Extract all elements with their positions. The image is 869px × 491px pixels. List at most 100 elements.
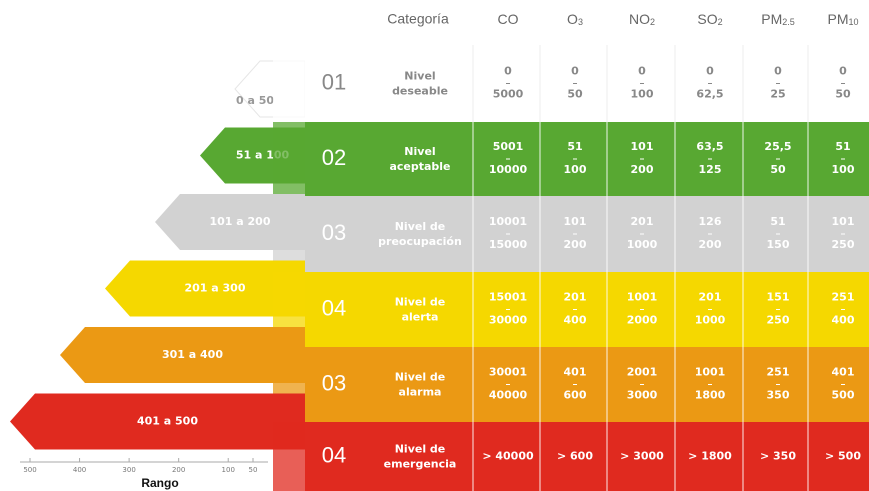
cell-min: 51 xyxy=(835,140,850,153)
row-band xyxy=(305,122,869,196)
row-band xyxy=(305,347,869,422)
cell-value: > 350 xyxy=(760,450,796,463)
cell-value: > 3000 xyxy=(620,450,664,463)
cell-min: 63,5 xyxy=(696,140,723,153)
cell-value: > 40000 xyxy=(482,450,534,463)
cell-max: 1800 xyxy=(695,389,726,402)
level-label: emergencia xyxy=(384,458,457,471)
header-main: CO xyxy=(498,11,519,27)
cell-max: 40000 xyxy=(489,389,528,402)
cell-min: 401 xyxy=(564,366,587,379)
cell-max: 15000 xyxy=(489,238,528,251)
level-label: Nivel de xyxy=(395,371,446,384)
cell-max: 100 xyxy=(832,163,855,176)
cell-min: 0 xyxy=(706,65,714,78)
axis-title: Rango xyxy=(141,476,178,490)
level-label: alerta xyxy=(402,311,439,324)
cell-max: 350 xyxy=(767,389,790,402)
cell-max: 10000 xyxy=(489,163,528,176)
cell-max: 150 xyxy=(767,238,790,251)
cell-max: 125 xyxy=(699,163,722,176)
cell-min: 201 xyxy=(631,215,654,228)
header-main: SO xyxy=(697,11,717,27)
cell-min: 51 xyxy=(567,140,582,153)
cell-min: 401 xyxy=(832,366,855,379)
level-number: 04 xyxy=(322,295,346,320)
tick-label: 100 xyxy=(222,466,235,474)
header-sub: 2 xyxy=(650,17,655,27)
row-band xyxy=(305,196,869,272)
header-main: PM xyxy=(761,11,782,27)
cell-min: 51 xyxy=(770,215,785,228)
level-label: aceptable xyxy=(389,160,450,173)
tick-label: 50 xyxy=(249,466,258,474)
range-label: 301 a 400 xyxy=(162,348,223,361)
cell-max: 62,5 xyxy=(696,88,723,101)
cell-value: > 600 xyxy=(557,450,593,463)
tick-label: 400 xyxy=(73,466,86,474)
cell-min: 2001 xyxy=(627,366,658,379)
level-number: 03 xyxy=(322,370,346,395)
cell-max: 200 xyxy=(699,238,722,251)
row-fold xyxy=(273,122,305,196)
cell-max: 1000 xyxy=(627,238,658,251)
cell-max: 50 xyxy=(835,88,851,101)
cell-max: 250 xyxy=(767,314,790,327)
cell-min: 126 xyxy=(699,215,722,228)
level-label: Nivel de xyxy=(395,443,446,456)
level-label: preocupación xyxy=(378,235,462,248)
cell-min: 101 xyxy=(832,215,855,228)
header-column: O3 xyxy=(567,11,583,28)
cell-min: 201 xyxy=(699,291,722,304)
level-label: Nivel de xyxy=(395,220,446,233)
level-label: Nivel xyxy=(404,70,435,83)
cell-min: 0 xyxy=(638,65,646,78)
header-main: PM xyxy=(827,11,848,27)
row-band xyxy=(305,272,869,347)
header-main: NO xyxy=(629,11,650,27)
header-column: PM2.5 xyxy=(761,11,795,28)
level-label: deseable xyxy=(392,85,448,98)
cell-max: 2000 xyxy=(627,314,658,327)
header-column: NO2 xyxy=(629,11,655,28)
range-tab xyxy=(155,194,305,250)
cell-min: 201 xyxy=(564,291,587,304)
cell-min: 25,5 xyxy=(764,140,791,153)
cell-max: 3000 xyxy=(627,389,658,402)
header-sub: 2 xyxy=(718,17,723,27)
cell-min: 251 xyxy=(767,366,790,379)
cell-max: 5000 xyxy=(493,88,524,101)
header-column: SO2 xyxy=(697,11,722,28)
cell-max: 400 xyxy=(564,314,587,327)
cell-min: 1001 xyxy=(627,291,658,304)
level-label: alarma xyxy=(399,386,442,399)
cell-max: 1000 xyxy=(695,314,726,327)
row-fold xyxy=(273,45,305,122)
header-sub: 10 xyxy=(848,17,858,27)
cell-min: 0 xyxy=(839,65,847,78)
cell-min: 5001 xyxy=(493,140,524,153)
tick-label: 300 xyxy=(122,466,135,474)
cell-max: 250 xyxy=(832,238,855,251)
tick-label: 200 xyxy=(172,466,185,474)
row-fold xyxy=(273,422,305,491)
cell-min: 251 xyxy=(832,291,855,304)
header-column: PM10 xyxy=(827,11,858,28)
range-label: 401 a 500 xyxy=(137,415,198,428)
cell-min: 0 xyxy=(504,65,512,78)
cell-max: 30000 xyxy=(489,314,528,327)
level-number: 04 xyxy=(322,442,346,467)
cell-value: > 500 xyxy=(825,450,861,463)
cell-min: 15001 xyxy=(489,291,527,304)
header-main: O xyxy=(567,11,578,27)
range-label: 101 a 200 xyxy=(209,215,270,228)
cell-max: 600 xyxy=(564,389,587,402)
header-sub: 3 xyxy=(578,17,583,27)
level-number: 01 xyxy=(322,69,346,94)
cell-min: 0 xyxy=(571,65,579,78)
cell-min: 101 xyxy=(631,140,654,153)
cell-min: 1001 xyxy=(695,366,726,379)
level-label: Nivel de xyxy=(395,296,446,309)
row-band xyxy=(305,45,869,122)
cell-min: 0 xyxy=(774,65,782,78)
